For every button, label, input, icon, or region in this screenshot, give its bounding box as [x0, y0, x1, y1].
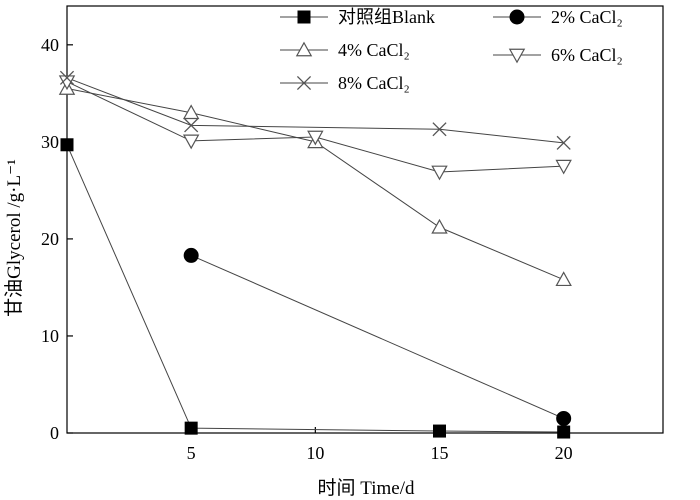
- data-point-series-1: [556, 410, 572, 426]
- legend-label: 6% CaCl₂: [551, 45, 623, 65]
- legend-item-0: 对照组Blank: [280, 7, 435, 27]
- series-line-4: [66, 77, 564, 144]
- data-point-series-3: [58, 75, 76, 91]
- legend-marker: [295, 41, 313, 57]
- data-point-series-0: [60, 138, 74, 152]
- y-tick-label: 0: [50, 423, 59, 443]
- data-point-series-4: [59, 70, 75, 85]
- x-axis-title: 时间 Time/d: [318, 477, 415, 499]
- data-point-series-2: [182, 104, 200, 120]
- legend-item-1: 2% CaCl₂: [493, 7, 623, 27]
- x-tick-label: 5: [187, 443, 196, 463]
- y-tick-label: 10: [41, 326, 59, 346]
- series-line-0: [66, 144, 564, 433]
- data-point-series-4: [556, 135, 571, 150]
- legend-item-3: 6% CaCl₂: [493, 45, 623, 65]
- legend-marker: [508, 48, 526, 64]
- data-point-series-3: [555, 159, 572, 175]
- data-point-series-4: [184, 118, 199, 133]
- data-point-series-0: [433, 424, 446, 438]
- legend-label: 8% CaCl₂: [338, 73, 410, 93]
- y-tick-label: 30: [41, 132, 59, 152]
- series-line-1: [190, 254, 564, 419]
- y-tick-label: 20: [41, 229, 59, 249]
- data-point-series-3: [307, 130, 324, 146]
- data-point-series-4: [432, 122, 447, 137]
- data-point-series-0: [557, 425, 571, 439]
- legend: 对照组Blank 2% CaCl₂ 4% CaCl₂ 6% CaCl₂ 8% CaCl₂: [280, 7, 623, 93]
- legend-label: 2% CaCl₂: [551, 7, 623, 27]
- series-markers: [58, 70, 572, 439]
- data-point-series-2: [555, 271, 572, 287]
- y-axis-title: 甘油Glycerol /g·L⁻¹: [3, 159, 25, 317]
- legend-marker: [297, 10, 311, 24]
- data-point-series-3: [182, 134, 200, 150]
- x-tick-label: 20: [555, 443, 573, 463]
- data-point-series-1: [183, 247, 199, 263]
- y-tick-label: 40: [41, 35, 59, 55]
- plot-border: [66, 5, 664, 434]
- x-tick-label: 10: [306, 443, 324, 463]
- data-point-series-3: [431, 165, 448, 181]
- legend-marker: [509, 9, 525, 25]
- x-tick-label: 15: [431, 443, 449, 463]
- legend-label: 4% CaCl₂: [338, 40, 410, 60]
- legend-label: 对照组Blank: [338, 7, 435, 27]
- plot-frame: [66, 5, 664, 434]
- legend-item-4: 8% CaCl₂: [280, 73, 410, 93]
- legend-item-2: 4% CaCl₂: [280, 40, 410, 60]
- data-point-series-2: [431, 218, 448, 234]
- axes: 5 10 15 20 0 10 20 30 40: [41, 35, 573, 463]
- legend-marker: [296, 75, 312, 91]
- data-point-series-0: [184, 421, 198, 435]
